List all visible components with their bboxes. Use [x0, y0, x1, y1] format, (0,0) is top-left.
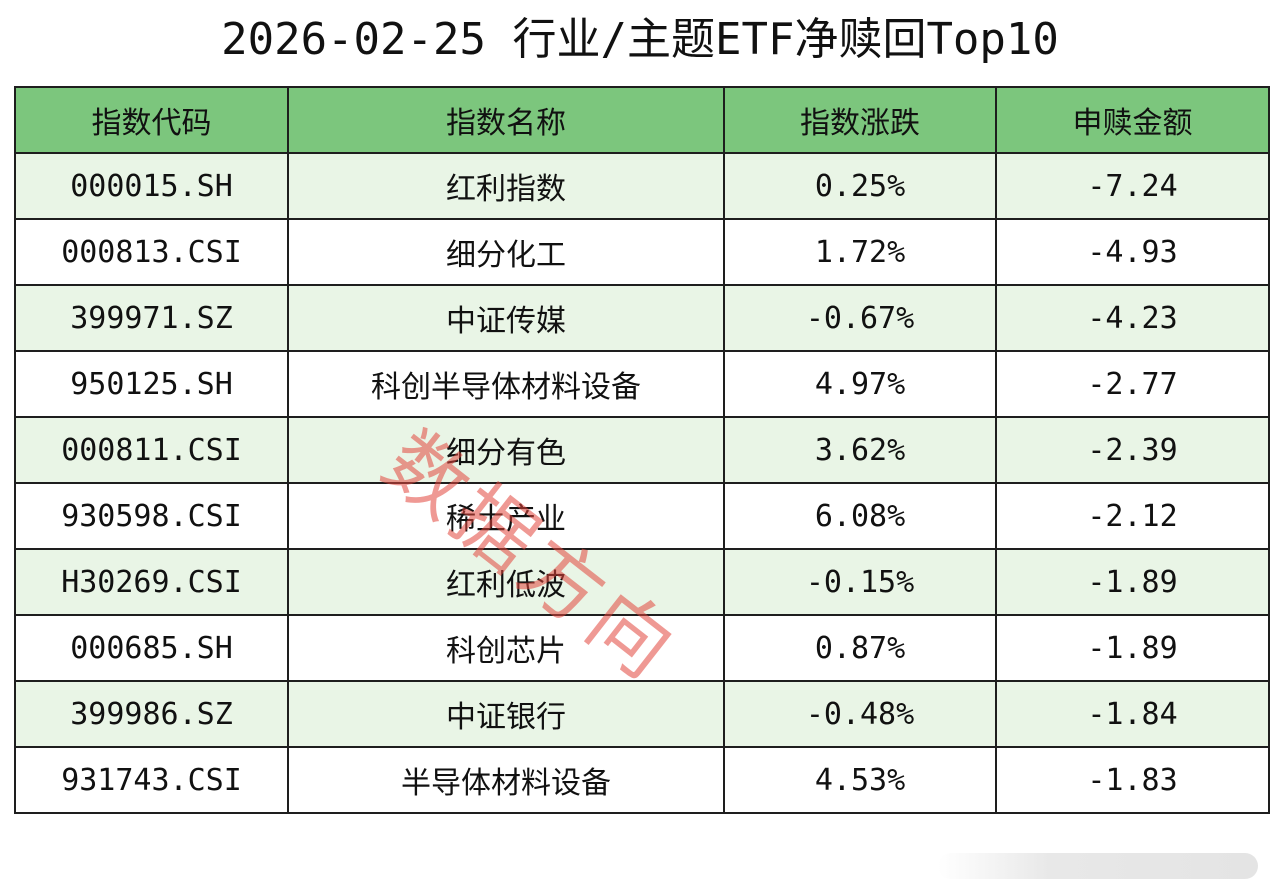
cell-net-amount: -2.39 [995, 416, 1270, 484]
column-header-code: 指数代码 [14, 86, 289, 154]
cell-net-amount: -4.23 [995, 284, 1270, 352]
cell-index-change: 6.08% [723, 482, 997, 550]
cell-index-change: -0.67% [723, 284, 997, 352]
cell-index-name: 稀土产业 [287, 482, 725, 550]
cell-index-code: 399986.SZ [14, 680, 289, 748]
cell-index-code: H30269.CSI [14, 548, 289, 616]
cell-index-name: 红利低波 [287, 548, 725, 616]
column-header-amount: 申赎金额 [995, 86, 1270, 154]
cell-net-amount: -4.93 [995, 218, 1270, 286]
cell-index-code: 931743.CSI [14, 746, 289, 814]
cell-index-name: 中证银行 [287, 680, 725, 748]
table-row: 000685.SH 科创芯片 0.87% -1.89 [14, 614, 1270, 682]
table-row: H30269.CSI 红利低波 -0.15% -1.89 [14, 548, 1270, 616]
cell-index-code: 000811.CSI [14, 416, 289, 484]
cell-index-name: 细分化工 [287, 218, 725, 286]
cell-net-amount: -7.24 [995, 152, 1270, 220]
cell-index-code: 399971.SZ [14, 284, 289, 352]
table-header-row: 指数代码 指数名称 指数涨跌 申赎金额 [14, 86, 1270, 154]
cell-index-name: 细分有色 [287, 416, 725, 484]
table-row: 000811.CSI 细分有色 3.62% -2.39 [14, 416, 1270, 484]
cell-index-name: 科创半导体材料设备 [287, 350, 725, 418]
table-header: 指数代码 指数名称 指数涨跌 申赎金额 [14, 86, 1270, 154]
cell-index-change: -0.48% [723, 680, 997, 748]
cell-index-change: -0.15% [723, 548, 997, 616]
table-row: 000813.CSI 细分化工 1.72% -4.93 [14, 218, 1270, 286]
cell-index-change: 1.72% [723, 218, 997, 286]
page-title: 2026-02-25 行业/主题ETF净赎回Top10 [221, 14, 1059, 65]
column-header-name: 指数名称 [287, 86, 725, 154]
cell-index-code: 000685.SH [14, 614, 289, 682]
cell-net-amount: -2.12 [995, 482, 1270, 550]
cell-index-name: 中证传媒 [287, 284, 725, 352]
table-row: 930598.CSI 稀土产业 6.08% -2.12 [14, 482, 1270, 550]
table-row: 399971.SZ 中证传媒 -0.67% -4.23 [14, 284, 1270, 352]
cell-index-change: 4.97% [723, 350, 997, 418]
cell-net-amount: -1.83 [995, 746, 1270, 814]
table-row: 000015.SH 红利指数 0.25% -7.24 [14, 152, 1270, 220]
cell-index-change: 3.62% [723, 416, 997, 484]
cell-index-code: 000813.CSI [14, 218, 289, 286]
cell-index-name: 半导体材料设备 [287, 746, 725, 814]
etf-redemption-table: 指数代码 指数名称 指数涨跌 申赎金额 000015.SH 红利指数 0.25%… [14, 86, 1270, 814]
column-header-change: 指数涨跌 [723, 86, 997, 154]
cell-index-change: 0.87% [723, 614, 997, 682]
table-body: 000015.SH 红利指数 0.25% -7.24 000813.CSI 细分… [14, 152, 1270, 814]
cell-index-change: 4.53% [723, 746, 997, 814]
blurred-footer-strip [938, 853, 1258, 879]
cell-index-code: 950125.SH [14, 350, 289, 418]
cell-net-amount: -1.89 [995, 548, 1270, 616]
table-row: 931743.CSI 半导体材料设备 4.53% -1.83 [14, 746, 1270, 814]
table-row: 950125.SH 科创半导体材料设备 4.97% -2.77 [14, 350, 1270, 418]
cell-index-change: 0.25% [723, 152, 997, 220]
cell-net-amount: -1.89 [995, 614, 1270, 682]
cell-net-amount: -2.77 [995, 350, 1270, 418]
cell-index-name: 科创芯片 [287, 614, 725, 682]
table-row: 399986.SZ 中证银行 -0.48% -1.84 [14, 680, 1270, 748]
cell-index-code: 000015.SH [14, 152, 289, 220]
cell-net-amount: -1.84 [995, 680, 1270, 748]
cell-index-code: 930598.CSI [14, 482, 289, 550]
cell-index-name: 红利指数 [287, 152, 725, 220]
